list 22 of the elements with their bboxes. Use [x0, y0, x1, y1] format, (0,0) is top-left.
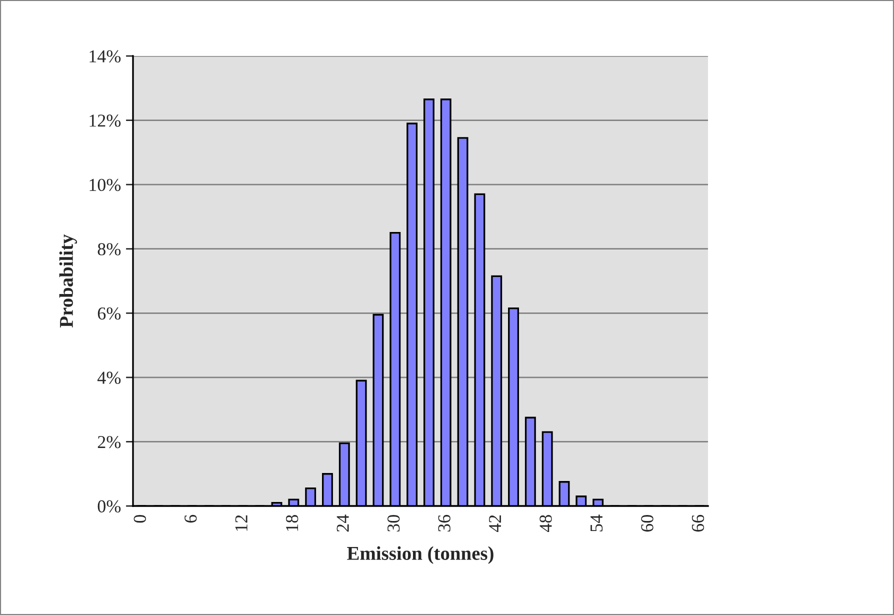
x-tick-label: 12 — [235, 515, 248, 531]
y-tick-label: 4% — [97, 372, 121, 384]
y-tick-label: 12% — [90, 114, 121, 127]
y-axis-title: Probability — [59, 234, 77, 328]
y-tick-label: 6% — [98, 307, 121, 320]
x-tick-label: 24 — [336, 514, 349, 532]
x-tick-label: 60 — [641, 515, 654, 532]
x-tick-label: 36 — [438, 514, 450, 532]
y-tick-label: 14% — [90, 50, 121, 62]
x-tick-label: 30 — [387, 515, 400, 532]
x-tick-label: 54 — [590, 514, 603, 532]
x-tick-label: 66 — [692, 514, 704, 532]
y-tick-label: 0% — [98, 500, 121, 512]
x-tick-label: 6 — [184, 514, 197, 523]
x-tick-label: 42 — [488, 515, 501, 532]
x-tick-label: 48 — [540, 515, 552, 532]
x-axis-title: Emission (tonnes) — [347, 546, 494, 564]
x-tick-label: 18 — [286, 515, 298, 531]
y-tick-label: 2% — [98, 436, 121, 448]
x-tick-label: 0 — [134, 515, 146, 523]
y-tick-label: 10% — [90, 178, 121, 192]
y-tick-label: 8% — [98, 243, 121, 256]
